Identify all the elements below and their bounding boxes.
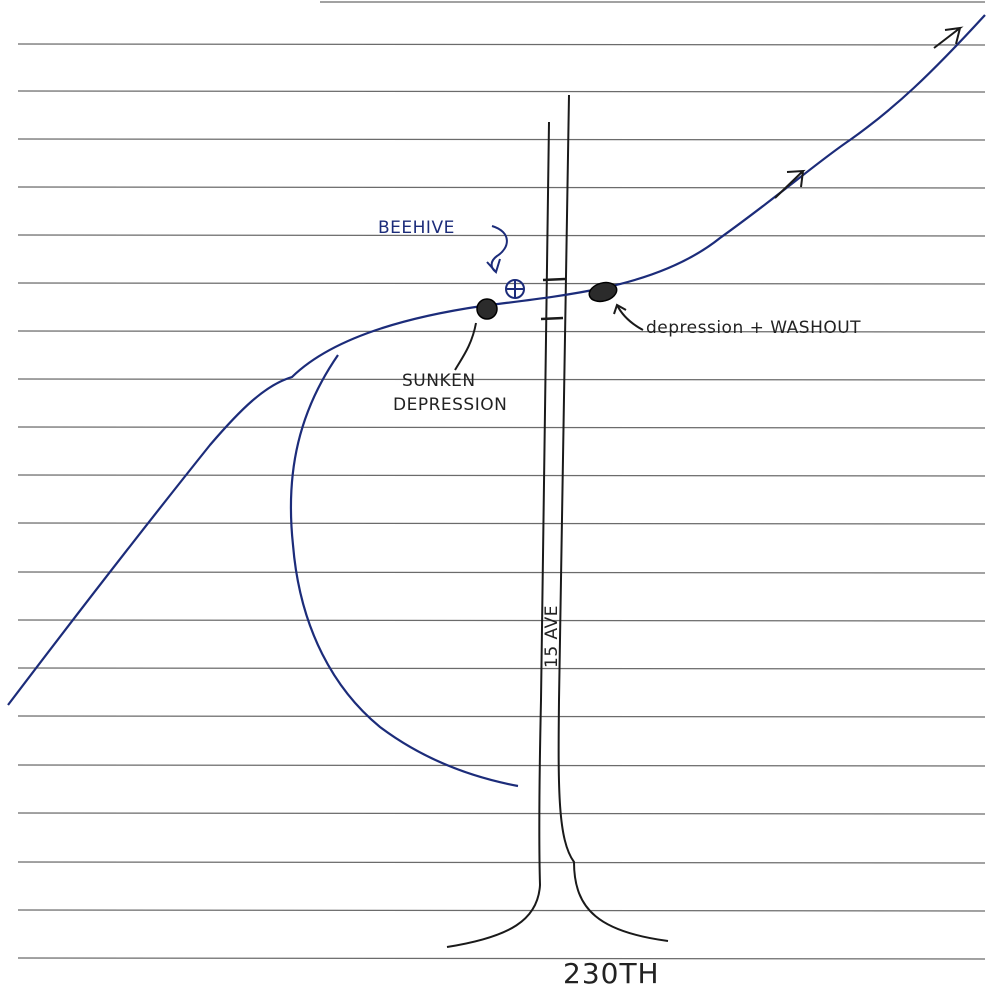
ruled-line [17, 522, 986, 525]
filled-blob-icon [588, 281, 618, 303]
circled-cross-icon [505, 279, 525, 299]
branch-flow-path [289, 354, 519, 788]
washout-pointer-head [613, 303, 627, 315]
ruled-line [17, 812, 986, 815]
sunken-depression-label-line2: DEPRESSION [393, 395, 507, 415]
ruled-line [17, 667, 986, 670]
ruled-line [17, 426, 986, 429]
avenue-left-edge [446, 121, 550, 948]
beehive-label: BEEHIVE [378, 218, 455, 238]
arrowhead-icon [774, 169, 806, 199]
ruled-line [17, 234, 986, 237]
culvert-tick-upper [542, 277, 566, 282]
pointer-arrows [454, 225, 644, 371]
ruled-line [17, 571, 986, 574]
beehive-pointer [490, 225, 508, 273]
ruled-line [17, 764, 986, 767]
ruled-line [17, 957, 986, 960]
ruled-line [17, 330, 986, 333]
washout-marker [588, 281, 618, 303]
notebook-ruled-lines [17, 1, 986, 960]
main-flow-path [7, 14, 986, 706]
ruled-line [17, 186, 986, 189]
depression-washout-label: depression + WASHOUT [646, 318, 861, 338]
ruled-line [17, 861, 986, 864]
avenue-label: 15 AVE [542, 605, 562, 668]
sunken-depression-marker [476, 298, 498, 320]
ruled-line [17, 619, 986, 622]
ruled-line [17, 378, 986, 381]
filled-dot-icon [476, 298, 498, 320]
cross-street-label: 230TH [563, 957, 660, 989]
drainage-flow-line [7, 14, 986, 788]
beehive-marker [505, 279, 525, 299]
avenue-right-edge [557, 94, 669, 942]
ruled-line [17, 43, 986, 46]
ruled-line [17, 90, 986, 93]
flow-arrows [774, 26, 964, 199]
ruled-line [17, 282, 986, 285]
sunken-pointer [454, 322, 477, 371]
beehive-pointer-head [486, 258, 501, 274]
ruled-line [17, 138, 986, 141]
arrowhead-icon [933, 26, 964, 49]
sunken-depression-label-line1: SUNKEN [402, 371, 476, 391]
ruled-line [17, 715, 986, 718]
avenue-road [446, 94, 669, 948]
washout-pointer [616, 304, 644, 331]
ruled-line [17, 474, 986, 477]
ruled-line [17, 909, 986, 912]
culvert-tick-lower [540, 316, 564, 321]
